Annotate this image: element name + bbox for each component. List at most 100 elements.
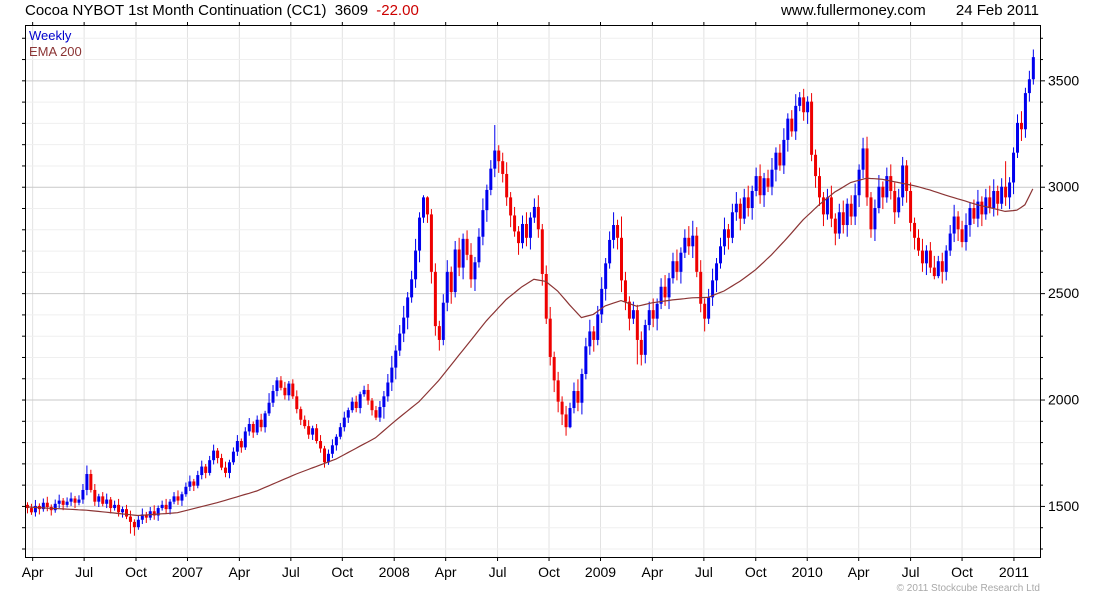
- x-axis-label: Oct: [538, 564, 560, 580]
- candle: [41, 498, 45, 512]
- candle: [643, 319, 647, 364]
- candle: [37, 503, 41, 515]
- candle: [786, 113, 790, 152]
- y-axis-labels: 1500 2000 2500 3000 3500: [1048, 72, 1079, 514]
- candle: [750, 185, 754, 220]
- candle: [1031, 49, 1035, 85]
- candle: [204, 464, 208, 479]
- candle: [57, 494, 61, 509]
- candle: [121, 506, 125, 518]
- candle: [671, 252, 675, 284]
- candle: [425, 196, 429, 223]
- candle: [794, 94, 798, 140]
- candle: [251, 421, 255, 438]
- candle: [829, 185, 833, 228]
- candle: [362, 385, 366, 397]
- candle: [315, 424, 319, 444]
- candle: [188, 475, 192, 492]
- y-axis-label: 3000: [1048, 179, 1079, 195]
- candle: [841, 200, 845, 234]
- candle: [311, 425, 315, 440]
- candle: [917, 229, 920, 256]
- candle: [152, 505, 156, 520]
- candle: [873, 199, 877, 241]
- candle: [940, 252, 944, 284]
- candle: [303, 415, 307, 429]
- candle: [936, 255, 940, 279]
- candle: [481, 198, 485, 246]
- candle: [810, 93, 814, 162]
- x-axis-label: Oct: [745, 564, 767, 580]
- candle: [909, 182, 913, 232]
- plot-border: [25, 25, 1041, 558]
- candle: [164, 498, 168, 514]
- y-axis-label: 2500: [1048, 285, 1079, 301]
- copyright-notice: © 2011 Stockcube Research Ltd: [896, 583, 1040, 594]
- chart-legend: Weekly EMA 200: [29, 28, 82, 60]
- candle: [402, 305, 406, 343]
- x-axis-label: Jul: [75, 564, 93, 580]
- candle: [429, 209, 433, 284]
- candle: [517, 226, 521, 255]
- candle: [980, 196, 984, 227]
- x-axis-label: Oct: [951, 564, 973, 580]
- candle: [445, 260, 449, 312]
- candle: [762, 172, 766, 207]
- candle: [295, 390, 299, 414]
- candle: [283, 381, 287, 400]
- candle: [679, 247, 683, 284]
- candle: [924, 245, 928, 276]
- candle: [730, 203, 734, 244]
- candle: [97, 493, 101, 507]
- candle: [837, 203, 841, 239]
- candle: [992, 179, 996, 217]
- legend-timeframe: Weekly: [29, 28, 72, 43]
- candle: [1012, 147, 1016, 195]
- candle: [865, 136, 869, 206]
- candle: [77, 495, 81, 506]
- candle: [172, 492, 176, 505]
- candle: [659, 278, 663, 310]
- candle: [814, 149, 818, 188]
- candle: [342, 411, 346, 432]
- candle: [473, 256, 477, 291]
- candle: [267, 393, 271, 416]
- candle: [113, 500, 117, 511]
- candle: [770, 158, 774, 196]
- x-axis-label: Apr: [22, 564, 44, 580]
- candle: [136, 515, 140, 530]
- x-axis-label: Jul: [489, 564, 507, 580]
- candle: [861, 137, 865, 179]
- candle: [687, 226, 691, 255]
- candle: [132, 519, 136, 536]
- y-axis-label: 3500: [1048, 72, 1079, 88]
- candle: [239, 438, 243, 453]
- candle: [279, 376, 283, 391]
- candle: [548, 306, 552, 366]
- candle: [719, 237, 722, 269]
- x-axis-label: Apr: [848, 564, 870, 580]
- candle: [588, 319, 592, 355]
- candle: [857, 164, 861, 207]
- candle: [711, 268, 715, 306]
- candle: [616, 219, 620, 250]
- candle: [53, 499, 57, 513]
- x-axis-label: Jul: [695, 564, 713, 580]
- candle: [81, 484, 85, 504]
- candle: [552, 351, 556, 393]
- candle: [592, 326, 596, 352]
- x-axis-label: Oct: [125, 564, 147, 580]
- candle: [216, 448, 220, 464]
- candle: [378, 401, 382, 422]
- candle: [61, 498, 65, 511]
- candle: [639, 331, 643, 366]
- candle: [208, 455, 212, 476]
- candle: [782, 128, 786, 174]
- candle: [513, 206, 517, 237]
- candle: [196, 470, 200, 489]
- x-axis-label: Jul: [902, 564, 920, 580]
- candle: [699, 260, 703, 313]
- candle: [1019, 111, 1023, 141]
- candle: [576, 379, 580, 412]
